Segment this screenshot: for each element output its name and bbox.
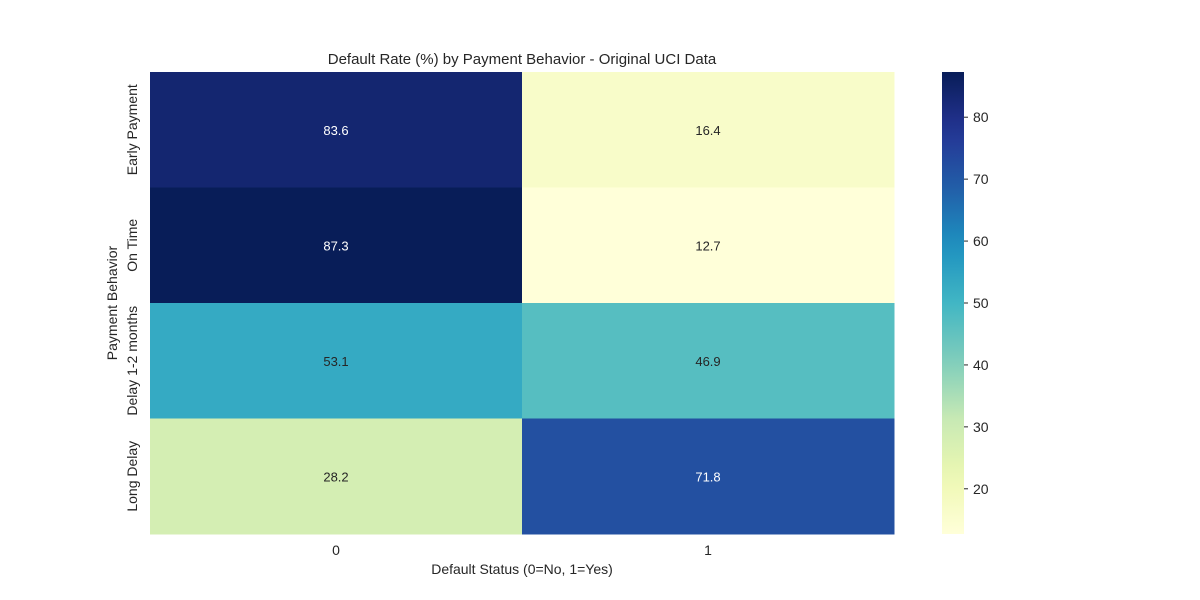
colorbar-ticks: 20 30 40 50 60 70 80 <box>964 109 989 497</box>
y-tick-labels: Early Payment On Time Delay 1-2 months Long… <box>124 84 140 512</box>
heatmap-cell <box>150 72 523 188</box>
colorbar-tick-label: 40 <box>973 357 989 373</box>
cell-value-label: 87.3 <box>323 238 348 253</box>
y-tick-label: Long Delay <box>124 441 140 512</box>
chart-title: Default Rate (%) by Payment Behavior - O… <box>328 51 717 68</box>
heatmap-cell <box>150 303 523 419</box>
heatmap-cell <box>522 72 895 188</box>
colorbar-tick-label: 60 <box>973 233 989 249</box>
colorbar-tick-label: 30 <box>973 419 989 435</box>
y-tick-label: Early Payment <box>124 84 140 175</box>
y-tick-label: Delay 1-2 months <box>124 306 140 416</box>
y-axis-label: Payment Behavior <box>104 245 120 360</box>
colorbar-tick-label: 50 <box>973 295 989 311</box>
heatmap-cell <box>522 303 895 419</box>
colorbar <box>942 72 964 534</box>
colorbar-tick-label: 70 <box>973 171 989 187</box>
heatmap-cell <box>150 187 523 304</box>
cell-value-label: 83.6 <box>323 123 348 138</box>
cell-value-label: 53.1 <box>323 354 348 369</box>
cell-value-label: 12.7 <box>695 238 720 253</box>
cell-value-label: 46.9 <box>695 354 720 369</box>
colorbar-tick-label: 80 <box>973 109 989 125</box>
x-axis-label: Default Status (0=No, 1=Yes) <box>431 561 613 577</box>
colorbar-tick-label: 20 <box>973 481 989 497</box>
x-tick-label: 0 <box>332 542 340 558</box>
cell-value-label: 71.8 <box>695 469 720 484</box>
heatmap-cell <box>522 187 895 304</box>
x-tick-label: 1 <box>704 542 712 558</box>
heatmap-cell <box>522 418 895 535</box>
y-tick-label: On Time <box>124 219 140 272</box>
heatmap-cell <box>150 418 523 535</box>
heatmap-cells: 83.6 16.4 87.3 12.7 53.1 46.9 28.2 71.8 <box>150 72 895 535</box>
cell-value-label: 16.4 <box>695 123 720 138</box>
cell-value-label: 28.2 <box>323 469 348 484</box>
